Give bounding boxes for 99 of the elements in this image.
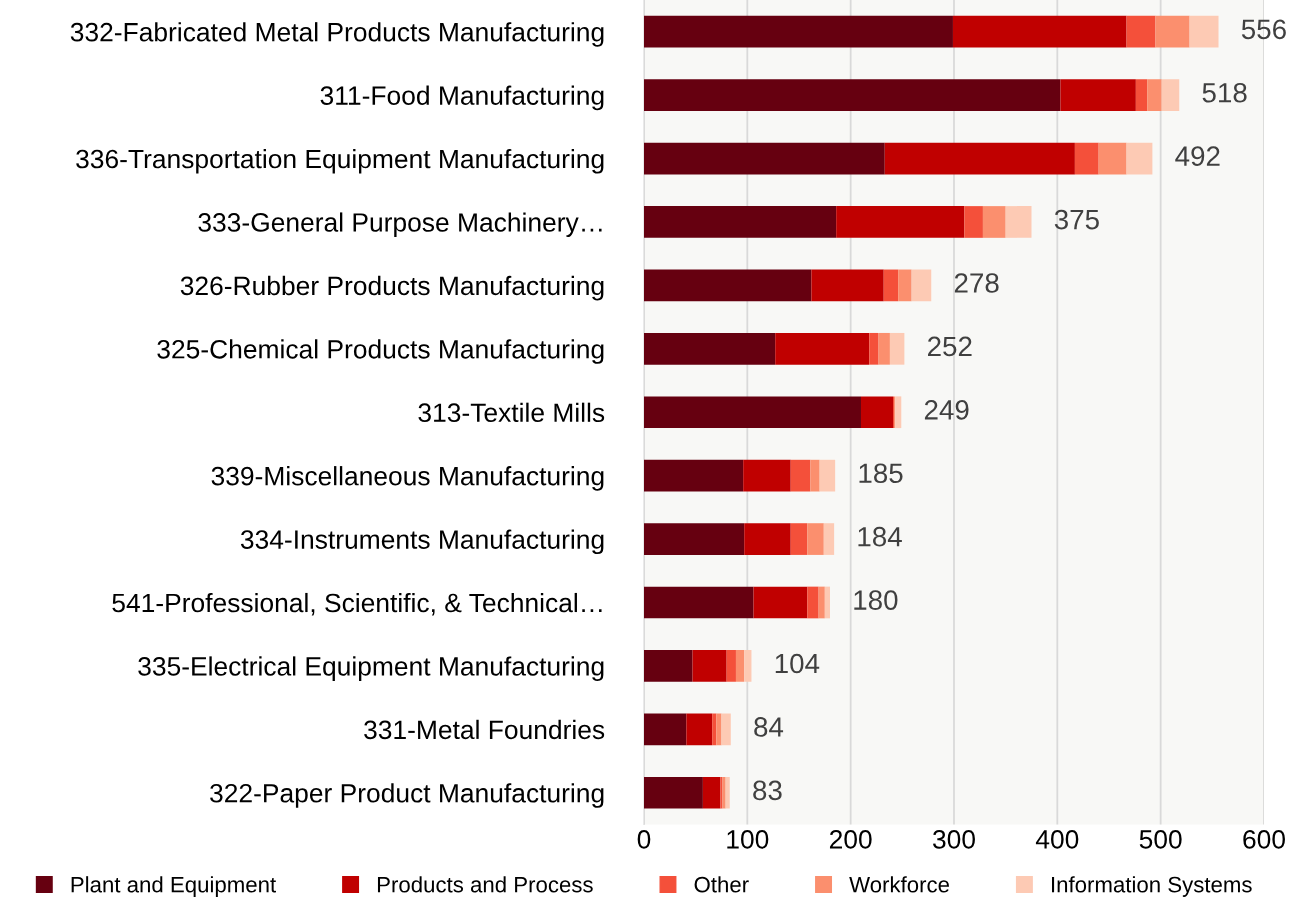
total-label: 556 bbox=[1241, 19, 1286, 40]
bar bbox=[643, 269, 812, 302]
y-tick-label: 334-Instruments Manufacturing bbox=[240, 529, 604, 555]
y-tick-label: 335-Electrical Equipment Manufacturing bbox=[138, 656, 604, 681]
bar bbox=[643, 650, 693, 682]
bar bbox=[744, 650, 752, 682]
bar bbox=[823, 523, 835, 555]
y-tick-label: 322-Paper Product Manufacturing bbox=[210, 783, 604, 808]
bar bbox=[643, 332, 776, 365]
total-label: 180 bbox=[854, 590, 898, 610]
bar bbox=[716, 713, 722, 746]
total-label: 185 bbox=[859, 463, 903, 484]
bar bbox=[702, 776, 721, 809]
bar bbox=[790, 523, 808, 555]
y-tick-label: 336-Transportation Equipment Manufacturing bbox=[76, 148, 604, 174]
y-tick-label: 541-Professional, Scientific, & Technical… bbox=[112, 592, 602, 616]
bar bbox=[721, 713, 731, 746]
legend-label: Plant and Equipment bbox=[71, 876, 276, 897]
x-tick-label: 200 bbox=[829, 830, 872, 849]
bar bbox=[643, 15, 953, 48]
bar bbox=[1060, 79, 1136, 111]
bar bbox=[818, 586, 825, 619]
bar bbox=[810, 459, 820, 492]
bar bbox=[1005, 206, 1032, 238]
bar bbox=[643, 396, 861, 429]
bar bbox=[643, 713, 687, 746]
y-tick-label: 325-Chemical Products Manufacturing bbox=[157, 339, 604, 364]
legend-label: Products and Process bbox=[377, 876, 593, 893]
bar bbox=[869, 332, 879, 365]
bar bbox=[898, 269, 912, 302]
total-label: 518 bbox=[1202, 82, 1247, 103]
x-tick-label: 300 bbox=[932, 830, 975, 849]
bar bbox=[643, 79, 1061, 111]
bar bbox=[726, 650, 736, 682]
y-tick-label: 313-Textile Mills bbox=[418, 402, 605, 423]
total-label: 278 bbox=[954, 273, 999, 293]
x-tick-label: 600 bbox=[1243, 830, 1285, 849]
bar bbox=[911, 269, 932, 302]
bar bbox=[982, 206, 1006, 238]
bar bbox=[743, 459, 791, 492]
bar bbox=[836, 206, 965, 238]
y-tick-label: 326-Rubber Products Manufacturing bbox=[180, 275, 604, 301]
total-label: 104 bbox=[775, 653, 820, 674]
legend-label: Other bbox=[694, 876, 749, 893]
bar bbox=[807, 523, 824, 555]
total-label: 492 bbox=[1175, 146, 1220, 167]
bar bbox=[1161, 79, 1180, 111]
bar bbox=[1189, 15, 1219, 48]
total-label: 84 bbox=[754, 717, 784, 737]
bar bbox=[692, 650, 727, 682]
bar bbox=[712, 713, 717, 746]
bar bbox=[725, 776, 730, 809]
y-tick-label: 331-Metal Foundries bbox=[364, 719, 605, 740]
bar bbox=[807, 586, 819, 619]
bar bbox=[1135, 79, 1148, 111]
bar bbox=[952, 15, 1127, 48]
x-tick-label: 0 bbox=[637, 830, 651, 849]
bar bbox=[964, 206, 983, 238]
total-label: 83 bbox=[753, 780, 782, 801]
x-tick-label: 500 bbox=[1139, 830, 1182, 849]
y-tick-label: 332-Fabricated Metal Products Manufacturing bbox=[70, 22, 604, 47]
bar bbox=[878, 332, 890, 365]
bar bbox=[1126, 142, 1153, 175]
bar bbox=[889, 332, 905, 365]
bar bbox=[811, 269, 884, 302]
y-tick-label: 339-Miscellaneous Manufacturing bbox=[211, 466, 604, 491]
total-label: 252 bbox=[928, 336, 972, 357]
y-tick-label: 311-Food Manufacturing bbox=[320, 85, 604, 111]
bar bbox=[744, 523, 791, 555]
bar bbox=[643, 586, 754, 619]
y-tick-label: 333-General Purpose Machinery… bbox=[198, 212, 602, 238]
bar bbox=[819, 459, 836, 492]
bar bbox=[643, 776, 703, 809]
legend-label: Workforce bbox=[849, 876, 949, 893]
bar bbox=[860, 396, 894, 429]
bar bbox=[1074, 142, 1099, 175]
bar bbox=[753, 586, 808, 619]
bar bbox=[884, 142, 1075, 175]
bar bbox=[1147, 79, 1162, 111]
total-label: 375 bbox=[1054, 209, 1099, 230]
bar bbox=[643, 523, 745, 555]
bar bbox=[1155, 15, 1190, 48]
total-label: 184 bbox=[858, 526, 902, 547]
bar bbox=[824, 586, 830, 619]
bar bbox=[643, 206, 837, 238]
bar bbox=[643, 459, 744, 492]
bar bbox=[1126, 15, 1156, 48]
bar bbox=[686, 713, 713, 746]
bar bbox=[883, 269, 899, 302]
bar bbox=[790, 459, 811, 492]
bar bbox=[895, 396, 902, 429]
bar bbox=[1098, 142, 1127, 175]
total-label: 249 bbox=[924, 400, 969, 420]
x-tick-label: 400 bbox=[1035, 830, 1079, 849]
legend-label: Information Systems bbox=[1052, 876, 1252, 897]
bar bbox=[643, 142, 885, 175]
x-tick-label: 100 bbox=[727, 830, 769, 849]
bar bbox=[775, 332, 870, 365]
bar bbox=[735, 650, 745, 682]
